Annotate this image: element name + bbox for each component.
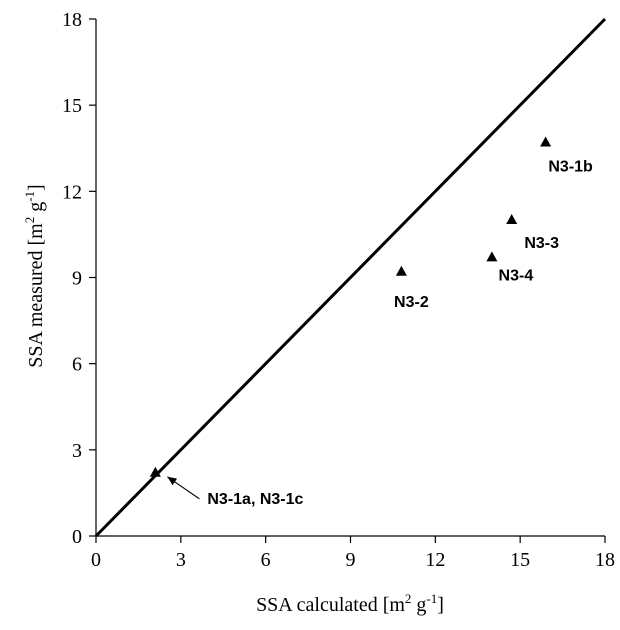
x-tick-label: 3 (176, 549, 186, 571)
x-tick-label: 9 (346, 549, 356, 571)
data-point-marker (540, 136, 552, 147)
y-tick-label: 18 (62, 9, 82, 31)
data-point-label: N3-3 (524, 235, 559, 252)
y-axis-title: SSA measured [m2 g-1] (22, 184, 47, 367)
y-tick-label: 6 (72, 354, 82, 376)
data-point-label: N3-1a, N3-1c (207, 491, 303, 508)
data-point-marker (506, 214, 518, 225)
y-tick-label: 15 (62, 95, 82, 117)
point-labels-group: N3-1a, N3-1c N3-2 N3-4 N3-3 N3-1b (167, 159, 593, 508)
y-tick-label: 0 (72, 526, 82, 548)
y-tick-label: 12 (62, 181, 82, 203)
data-point-marker (149, 466, 161, 477)
axes: 0 3 6 9 12 15 18 0 3 6 9 12 15 18 (62, 9, 615, 571)
data-point-label: N3-1b (548, 159, 593, 176)
data-point-label: N3-2 (394, 294, 429, 311)
annotation-arrow-head (167, 476, 178, 486)
data-point-marker (486, 251, 498, 262)
x-tick-label: 6 (261, 549, 271, 571)
data-point-label: N3-4 (499, 267, 534, 284)
data-point-marker (395, 265, 407, 276)
y-tick-label: 3 (72, 440, 82, 462)
y-tick-label: 9 (72, 268, 82, 290)
x-axis-title: SSA calculated [m2 g-1] (256, 591, 444, 616)
x-tick-label: 15 (510, 549, 530, 571)
reference-line-group (94, 17, 607, 538)
markers-group (149, 136, 552, 477)
x-tick-label: 0 (91, 549, 101, 571)
one-to-one-line (94, 17, 607, 538)
x-tick-label: 18 (595, 549, 615, 571)
x-tick-label: 12 (425, 549, 445, 571)
